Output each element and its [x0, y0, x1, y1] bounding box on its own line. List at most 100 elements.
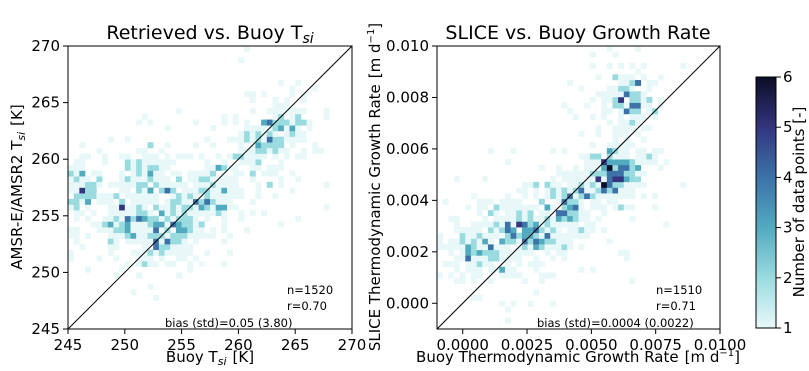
right-one-to-one-line [436, 45, 721, 330]
right-heatmap-cell [629, 108, 636, 115]
left-heatmap-cell [244, 159, 251, 166]
left-heatmap-cell [221, 187, 228, 194]
right-heatmap-cell [555, 187, 562, 194]
left-heatmap-cell [147, 193, 154, 200]
left-heatmap-cell [102, 198, 109, 205]
left-heatmap-cell [85, 204, 92, 211]
left-heatmap-cell [244, 119, 251, 126]
left-heatmap-cell [136, 232, 143, 239]
right-heatmap-cell [493, 249, 500, 256]
right-heatmap-cell [459, 232, 466, 239]
right-heatmap-cell [504, 244, 511, 251]
left-heatmap-cell [147, 215, 154, 222]
left-heatmap-cell [187, 232, 194, 239]
left-heatmap-cell [107, 198, 114, 205]
left-heatmap-cell [221, 221, 228, 228]
right-heatmap-cell [595, 215, 602, 222]
left-heatmap-cell [204, 193, 211, 200]
left-heatmap-cell [158, 238, 165, 245]
left-heatmap-cell [170, 261, 177, 268]
right-heatmap-cell [618, 119, 625, 126]
left-heatmap-cell [79, 176, 86, 183]
left-heatmap-cell [141, 147, 148, 154]
left-x-tick-label: 245 [54, 336, 83, 354]
left-heatmap-cell [244, 153, 251, 160]
left-heatmap-cell [85, 198, 92, 205]
right-heatmap-cell [657, 96, 664, 103]
left-heatmap-cell [323, 181, 330, 188]
right-heatmap-cell [589, 227, 596, 234]
left-heatmap-cell [113, 204, 120, 211]
right-heatmap-cell [618, 62, 625, 69]
left-heatmap-cell [158, 221, 165, 228]
left-heatmap-cell [141, 244, 148, 251]
right-heatmap-cell [618, 249, 625, 256]
left-heatmap-cell [210, 170, 216, 177]
left-heatmap-cell [289, 142, 296, 149]
right-heatmap-cell [618, 108, 625, 115]
right-heatmap-cell [527, 300, 534, 307]
right-heatmap-cell [578, 170, 585, 177]
left-heatmap-cell [192, 193, 199, 200]
left-heatmap-cell [215, 181, 222, 188]
right-heatmap-cell [470, 295, 477, 301]
right-heatmap-cell [555, 249, 562, 256]
left-heatmap-cell [164, 181, 171, 188]
left-heatmap-cell [261, 170, 268, 177]
right-heatmap-cell [623, 170, 630, 177]
left-heatmap-cell [164, 232, 171, 239]
left-heatmap-cell [244, 136, 251, 143]
right-heatmap-cell [493, 232, 500, 239]
left-heatmap-cell [227, 193, 234, 200]
left-heatmap-cell [113, 272, 120, 279]
left-x-tick-label: 265 [281, 336, 310, 354]
left-heatmap-cell [192, 255, 199, 262]
left-heatmap-cell [102, 221, 109, 228]
right-heatmap-cell [595, 181, 602, 188]
right-heatmap-cell [646, 96, 653, 103]
left-heatmap-cell [278, 176, 285, 183]
right-heatmap-cell [589, 51, 596, 58]
right-heatmap-cell [550, 255, 557, 262]
right-heatmap-cell [442, 198, 449, 205]
left-heatmap-cell [278, 119, 285, 126]
left-heatmap-cell [181, 244, 188, 251]
right-heatmap-cell [578, 232, 585, 239]
right-heatmap-cells [437, 46, 687, 324]
left-heatmap-cell [187, 170, 194, 177]
left-heatmap-cell [238, 159, 245, 166]
right-heatmap-cell [629, 204, 636, 211]
left-heatmap-cell [153, 198, 160, 205]
left-heatmap-cell [306, 119, 313, 126]
right-heatmap-cell [629, 119, 636, 126]
left-heatmap-cell [204, 159, 211, 166]
right-heatmap-cell [476, 204, 483, 211]
left-heatmap-cell [147, 232, 154, 239]
right-heatmap-cell [629, 113, 636, 120]
right-heatmap-cell [527, 181, 534, 188]
left-heatmap-cell [249, 176, 256, 183]
right-heatmap-cell [640, 153, 647, 160]
right-heatmap-cell [578, 130, 585, 137]
right-heatmap-cell [538, 238, 545, 245]
right-heatmap-cell [459, 272, 466, 279]
left-heatmap-cell [153, 193, 160, 200]
right-heatmap-cell [629, 215, 636, 222]
right-heatmap-cell [635, 96, 642, 103]
right-heatmap-cell [499, 204, 506, 211]
right-heatmap-cell [646, 102, 653, 109]
right-heatmap-cell [635, 130, 642, 137]
right-heatmap-cell [612, 102, 619, 109]
left-heatmap-cell [295, 119, 302, 126]
left-heatmap-cell [124, 176, 131, 183]
right-heatmap-cell [465, 238, 472, 245]
left-heatmap-cell [323, 204, 330, 211]
left-heatmap-cell [107, 221, 114, 228]
left-heatmap-cell [130, 249, 137, 256]
left-heatmap-cell [141, 215, 148, 222]
right-heatmap-cell [612, 181, 619, 188]
left-heatmap-cell [136, 210, 143, 217]
right-heatmap-cell [567, 170, 574, 177]
left-heatmap-cell [266, 142, 273, 149]
left-heatmap-cell [119, 181, 126, 188]
